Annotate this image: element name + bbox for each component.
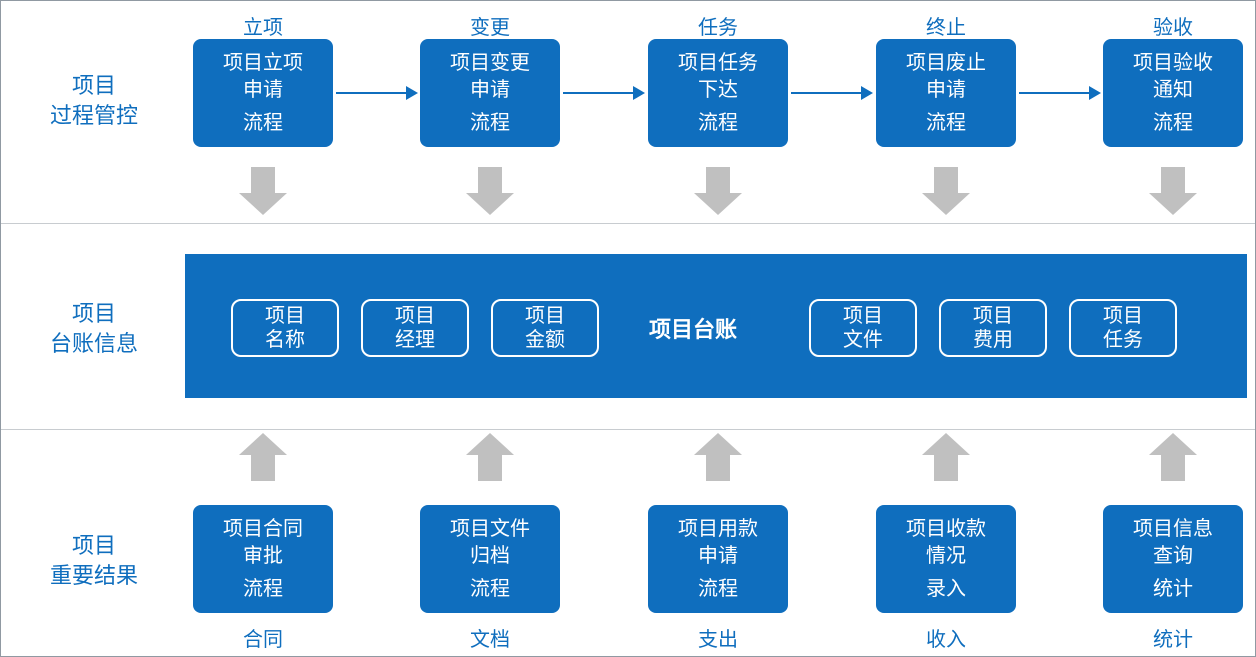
arrow-down-icon bbox=[694, 167, 742, 215]
stage-footer: 文档 bbox=[440, 623, 540, 652]
stage-footer: 统计 bbox=[1123, 623, 1223, 652]
pill-line1: 项目 bbox=[233, 304, 337, 328]
row-label-line1: 项目 bbox=[72, 533, 116, 558]
row-label-line1: 项目 bbox=[72, 73, 116, 98]
box-sub: 流程 bbox=[878, 110, 1014, 137]
pill-line2: 经理 bbox=[363, 328, 467, 352]
box-title: 项目任务下达 bbox=[650, 50, 786, 104]
pill-line1: 项目 bbox=[1071, 304, 1175, 328]
box-sub: 流程 bbox=[195, 110, 331, 137]
box-sub: 统计 bbox=[1105, 576, 1241, 603]
stage-footer: 收入 bbox=[896, 623, 996, 652]
arrow-down-icon bbox=[922, 167, 970, 215]
box-title: 项目变更申请 bbox=[422, 50, 558, 104]
arrow-right-icon bbox=[1019, 85, 1101, 101]
pill-line2: 费用 bbox=[941, 328, 1045, 352]
box-sub: 录入 bbox=[878, 576, 1014, 603]
box-sub: 流程 bbox=[422, 576, 558, 603]
process-box: 项目任务下达流程 bbox=[648, 39, 788, 147]
box-sub: 流程 bbox=[195, 576, 331, 603]
ledger-pill: 项目任务 bbox=[1069, 299, 1177, 357]
process-box: 项目立项申请流程 bbox=[193, 39, 333, 147]
box-sub: 流程 bbox=[650, 576, 786, 603]
stage-header: 终止 bbox=[896, 11, 996, 40]
arrow-down-icon bbox=[466, 167, 514, 215]
arrow-up-icon bbox=[466, 433, 514, 481]
pill-line2: 名称 bbox=[233, 328, 337, 352]
stage-header: 验收 bbox=[1123, 11, 1223, 40]
ledger-pill: 项目经理 bbox=[361, 299, 469, 357]
separator-line bbox=[1, 429, 1255, 430]
process-box: 项目变更申请流程 bbox=[420, 39, 560, 147]
box-title: 项目验收通知 bbox=[1105, 50, 1241, 104]
pill-line1: 项目 bbox=[941, 304, 1045, 328]
row-label-line2: 重要结果 bbox=[50, 563, 138, 588]
result-box: 项目收款情况录入 bbox=[876, 505, 1016, 613]
ledger-pill: 项目名称 bbox=[231, 299, 339, 357]
arrow-up-icon bbox=[694, 433, 742, 481]
box-title: 项目信息查询 bbox=[1105, 516, 1241, 570]
pill-line2: 文件 bbox=[811, 328, 915, 352]
arrow-right-icon bbox=[336, 85, 418, 101]
box-title: 项目收款情况 bbox=[878, 516, 1014, 570]
row-label-result: 项目 重要结果 bbox=[29, 531, 159, 590]
ledger-title: 项目台账 bbox=[623, 312, 763, 344]
pill-line1: 项目 bbox=[363, 304, 467, 328]
box-title: 项目用款申请 bbox=[650, 516, 786, 570]
box-sub: 流程 bbox=[1105, 110, 1241, 137]
row-label-ledger: 项目 台账信息 bbox=[29, 299, 159, 358]
pill-line2: 金额 bbox=[493, 328, 597, 352]
stage-header: 任务 bbox=[668, 11, 768, 40]
arrow-down-icon bbox=[239, 167, 287, 215]
arrow-right-icon bbox=[791, 85, 873, 101]
separator-line bbox=[1, 223, 1255, 224]
result-box: 项目用款申请流程 bbox=[648, 505, 788, 613]
box-title: 项目文件归档 bbox=[422, 516, 558, 570]
ledger-pill: 项目文件 bbox=[809, 299, 917, 357]
box-title: 项目立项申请 bbox=[195, 50, 331, 104]
process-box: 项目验收通知流程 bbox=[1103, 39, 1243, 147]
ledger-pill: 项目费用 bbox=[939, 299, 1047, 357]
stage-header: 立项 bbox=[213, 11, 313, 40]
stage-footer: 支出 bbox=[668, 623, 768, 652]
arrow-up-icon bbox=[1149, 433, 1197, 481]
arrow-right-icon bbox=[563, 85, 645, 101]
row-label-process: 项目 过程管控 bbox=[29, 71, 159, 130]
arrow-up-icon bbox=[922, 433, 970, 481]
box-title: 项目废止申请 bbox=[878, 50, 1014, 104]
stage-footer: 合同 bbox=[213, 623, 313, 652]
pill-line2: 任务 bbox=[1071, 328, 1175, 352]
row-label-line2: 台账信息 bbox=[50, 331, 138, 356]
row-label-line2: 过程管控 bbox=[50, 103, 138, 128]
arrow-up-icon bbox=[239, 433, 287, 481]
ledger-pill: 项目金额 bbox=[491, 299, 599, 357]
result-box: 项目文件归档流程 bbox=[420, 505, 560, 613]
box-title: 项目合同审批 bbox=[195, 516, 331, 570]
pill-line1: 项目 bbox=[811, 304, 915, 328]
box-sub: 流程 bbox=[650, 110, 786, 137]
result-box: 项目信息查询统计 bbox=[1103, 505, 1243, 613]
process-box: 项目废止申请流程 bbox=[876, 39, 1016, 147]
box-sub: 流程 bbox=[422, 110, 558, 137]
row-label-line1: 项目 bbox=[72, 301, 116, 326]
result-box: 项目合同审批流程 bbox=[193, 505, 333, 613]
stage-header: 变更 bbox=[440, 11, 540, 40]
arrow-down-icon bbox=[1149, 167, 1197, 215]
pill-line1: 项目 bbox=[493, 304, 597, 328]
